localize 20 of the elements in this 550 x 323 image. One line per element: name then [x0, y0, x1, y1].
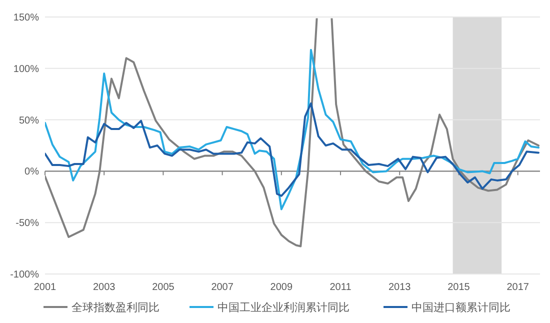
x-tick-label: 2013: [388, 282, 412, 293]
x-tick-label: 2017: [506, 282, 530, 293]
x-tick-label: 2001: [34, 282, 57, 293]
x-tick-label: 2007: [211, 282, 234, 293]
y-tick-label: -100%: [10, 270, 40, 280]
y-tick-label: 100%: [13, 64, 40, 75]
y-tick-label: 150%: [13, 12, 40, 24]
legend-label: 中国工业企业利润累计同比: [218, 300, 350, 314]
line-series: [45, 102, 540, 197]
x-tick-label: 2005: [152, 282, 175, 293]
legend-label: 中国进口额累计同比: [412, 300, 510, 314]
legend-label: 全球指数盈利同比: [72, 300, 160, 314]
x-tick-label: 2003: [92, 282, 116, 293]
x-tick-label: 2009: [270, 282, 293, 293]
x-tick-label: 2015: [448, 282, 470, 293]
y-tick-label: 50%: [18, 115, 40, 126]
y-tick-label: -50%: [16, 218, 40, 230]
y-tick-label: 0%: [24, 166, 40, 178]
x-tick-label: 2011: [330, 282, 352, 293]
line-series: [45, 48, 540, 210]
